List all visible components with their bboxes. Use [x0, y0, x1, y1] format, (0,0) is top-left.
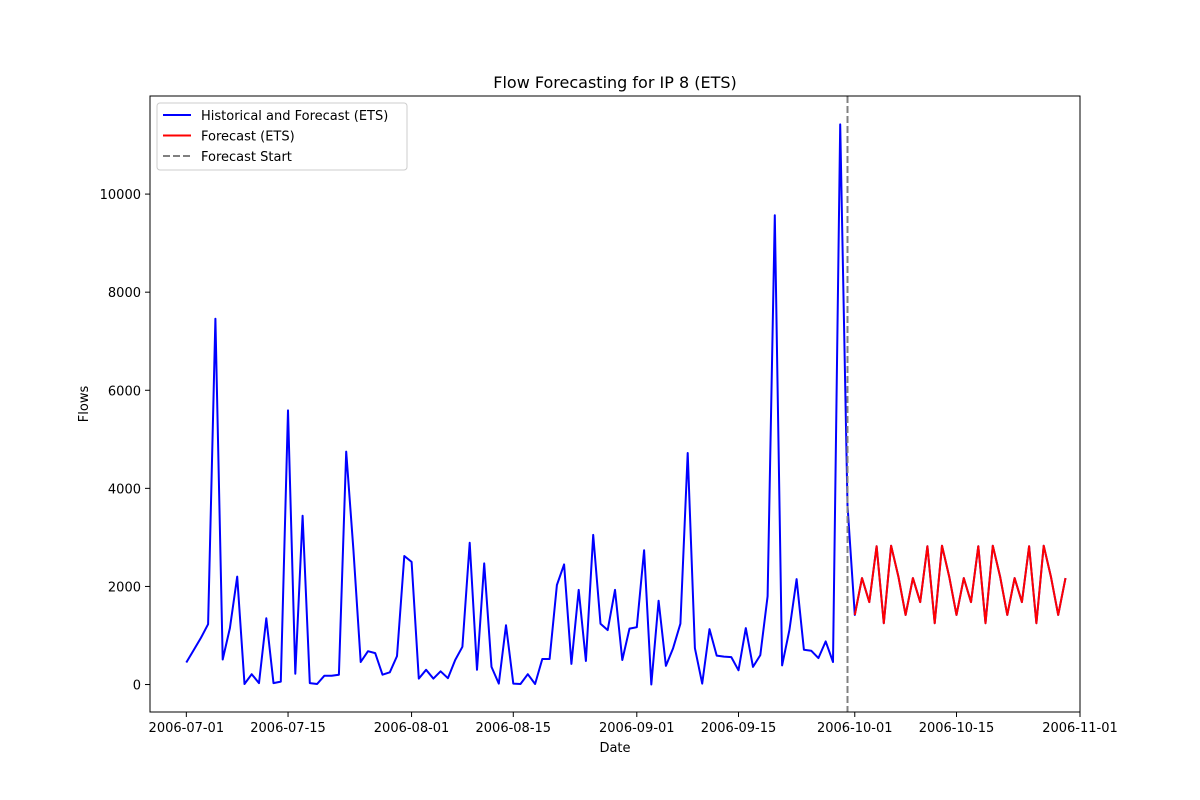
legend-label: Forecast (ETS)	[201, 130, 295, 145]
x-tick-label: 2006-08-01	[374, 721, 450, 736]
x-axis-label: Date	[599, 741, 630, 756]
plot-frame	[149, 95, 1081, 713]
series-lines	[185, 96, 1067, 712]
y-tick-label: 2000	[108, 580, 141, 595]
x-tick-label: 2006-10-15	[919, 721, 995, 736]
x-tick-label: 2006-09-01	[599, 721, 675, 736]
legend-box	[156, 102, 408, 171]
x-tick-label: 2006-10-01	[817, 721, 893, 736]
y-tick-label: 4000	[108, 482, 141, 497]
x-tick-label: 2006-08-15	[476, 721, 552, 736]
plot-area	[150, 96, 1080, 712]
x-tick-label: 2006-09-15	[701, 721, 777, 736]
y-axis-label: Flows	[77, 386, 92, 423]
series-line-2	[853, 544, 1067, 625]
y-axis: 0 2000 4000 6000 8000 10000	[100, 188, 150, 694]
x-tick-label: 2006-07-15	[250, 721, 326, 736]
x-tick-label: 2006-11-01	[1042, 721, 1118, 736]
y-tick-label: 6000	[108, 384, 141, 399]
y-tick-label: 0	[133, 679, 141, 694]
legend-label: Historical and Forecast (ETS)	[201, 109, 388, 124]
x-tick-label: 2006-07-01	[149, 721, 225, 736]
legend: Historical and Forecast (ETS) Forecast (E…	[156, 102, 408, 171]
legend-label: Forecast Start	[201, 150, 292, 165]
y-tick-label: 10000	[100, 188, 141, 203]
y-tick-label: 8000	[108, 286, 141, 301]
x-axis: 2006-07-01 2006-07-15 2006-08-01 2006-08-15…	[149, 712, 1118, 736]
chart-title: Flow Forecasting for IP 8 (ETS)	[493, 73, 736, 92]
